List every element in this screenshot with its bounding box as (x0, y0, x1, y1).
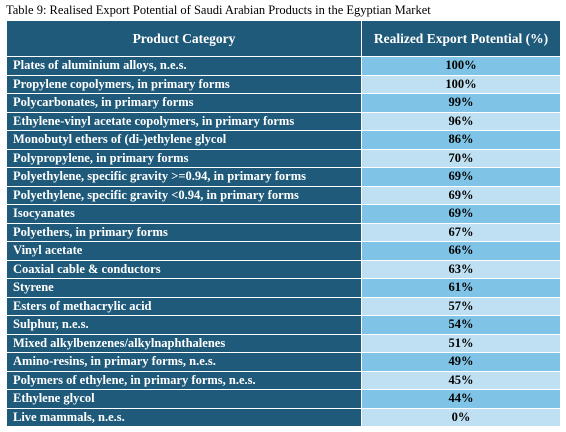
product-category-cell: Esters of methacrylic acid (6, 296, 362, 316)
export-potential-cell: 49% (361, 352, 561, 372)
product-category-cell: Amino-resins, in primary forms, n.e.s. (6, 352, 362, 372)
table-row: Plates of aluminium alloys, n.e.s. 100% (6, 56, 561, 76)
export-potential-cell: 86% (361, 130, 561, 150)
table-row: Polycarbonates, in primary forms 99% (6, 93, 561, 113)
product-category-cell: Polymers of ethylene, in primary forms, … (6, 370, 362, 390)
product-category-cell: Styrene (6, 278, 362, 298)
table-row: Mixed alkylbenzenes/alkylnaphthalenes 51% (6, 333, 561, 353)
export-potential-cell: 66% (361, 241, 561, 261)
export-potential-cell: 45% (361, 370, 561, 390)
table-row: Isocyanates 69% (6, 204, 561, 224)
table-row: Polyethylene, specific gravity <0.94, in… (6, 185, 561, 205)
table-row: Propylene copolymers, in primary forms 10… (6, 74, 561, 94)
table-row: Polypropylene, in primary forms 70% (6, 148, 561, 168)
product-category-cell: Ethylene-vinyl acetate copolymers, in pr… (6, 111, 362, 131)
export-potential-cell: 100% (361, 74, 561, 94)
export-potential-cell: 0% (361, 407, 561, 427)
export-potential-cell: 69% (361, 167, 561, 187)
export-potential-cell: 99% (361, 93, 561, 113)
table-row: Vinyl acetate 66% (6, 241, 561, 261)
export-potential-cell: 63% (361, 259, 561, 279)
export-potential-table: Product Category Realized Export Potenti… (6, 20, 561, 427)
export-potential-cell: 54% (361, 315, 561, 335)
product-category-cell: Polyethylene, specific gravity >=0.94, i… (6, 167, 362, 187)
table-row: Polyethers, in primary forms 67% (6, 222, 561, 242)
table-caption: Table 9: Realised Export Potential of Sa… (6, 3, 431, 17)
header-product-category: Product Category (6, 20, 362, 57)
header-realized-export-potential: Realized Export Potential (%) (361, 20, 561, 57)
table-row: Polymers of ethylene, in primary forms, … (6, 370, 561, 390)
export-potential-cell: 67% (361, 222, 561, 242)
product-category-cell: Coaxial cable & conductors (6, 259, 362, 279)
export-potential-cell: 69% (361, 204, 561, 224)
export-potential-cell: 57% (361, 296, 561, 316)
product-category-cell: Polypropylene, in primary forms (6, 148, 362, 168)
export-potential-cell: 100% (361, 56, 561, 76)
product-category-cell: Propylene copolymers, in primary forms (6, 74, 362, 94)
product-category-cell: Monobutyl ethers of (di-)ethylene glycol (6, 130, 362, 150)
product-category-cell: Live mammals, n.e.s. (6, 407, 362, 427)
table-row: Coaxial cable & conductors 63% (6, 259, 561, 279)
table-row: Esters of methacrylic acid 57% (6, 296, 561, 316)
product-category-cell: Polyethylene, specific gravity <0.94, in… (6, 185, 362, 205)
product-category-cell: Sulphur, n.e.s. (6, 315, 362, 335)
export-potential-cell: 51% (361, 333, 561, 353)
export-potential-cell: 96% (361, 111, 561, 131)
product-category-cell: Vinyl acetate (6, 241, 362, 261)
product-category-cell: Polycarbonates, in primary forms (6, 93, 362, 113)
table-row: Amino-resins, in primary forms, n.e.s. 49… (6, 352, 561, 372)
table-row: Polyethylene, specific gravity >=0.94, i… (6, 167, 561, 187)
product-category-cell: Polyethers, in primary forms (6, 222, 362, 242)
product-category-cell: Ethylene glycol (6, 389, 362, 409)
export-potential-cell: 70% (361, 148, 561, 168)
header-row: Product Category Realized Export Potenti… (6, 20, 561, 57)
product-category-cell: Mixed alkylbenzenes/alkylnaphthalenes (6, 333, 362, 353)
table-row: Ethylene-vinyl acetate copolymers, in pr… (6, 111, 561, 131)
export-potential-cell: 44% (361, 389, 561, 409)
table-row: Styrene 61% (6, 278, 561, 298)
product-category-cell: Isocyanates (6, 204, 362, 224)
export-potential-cell: 61% (361, 278, 561, 298)
product-category-cell: Plates of aluminium alloys, n.e.s. (6, 56, 362, 76)
table-row: Sulphur, n.e.s. 54% (6, 315, 561, 335)
table-row: Ethylene glycol 44% (6, 389, 561, 409)
export-potential-cell: 69% (361, 185, 561, 205)
table-row: Live mammals, n.e.s. 0% (6, 407, 561, 427)
table-row: Monobutyl ethers of (di-)ethylene glycol… (6, 130, 561, 150)
